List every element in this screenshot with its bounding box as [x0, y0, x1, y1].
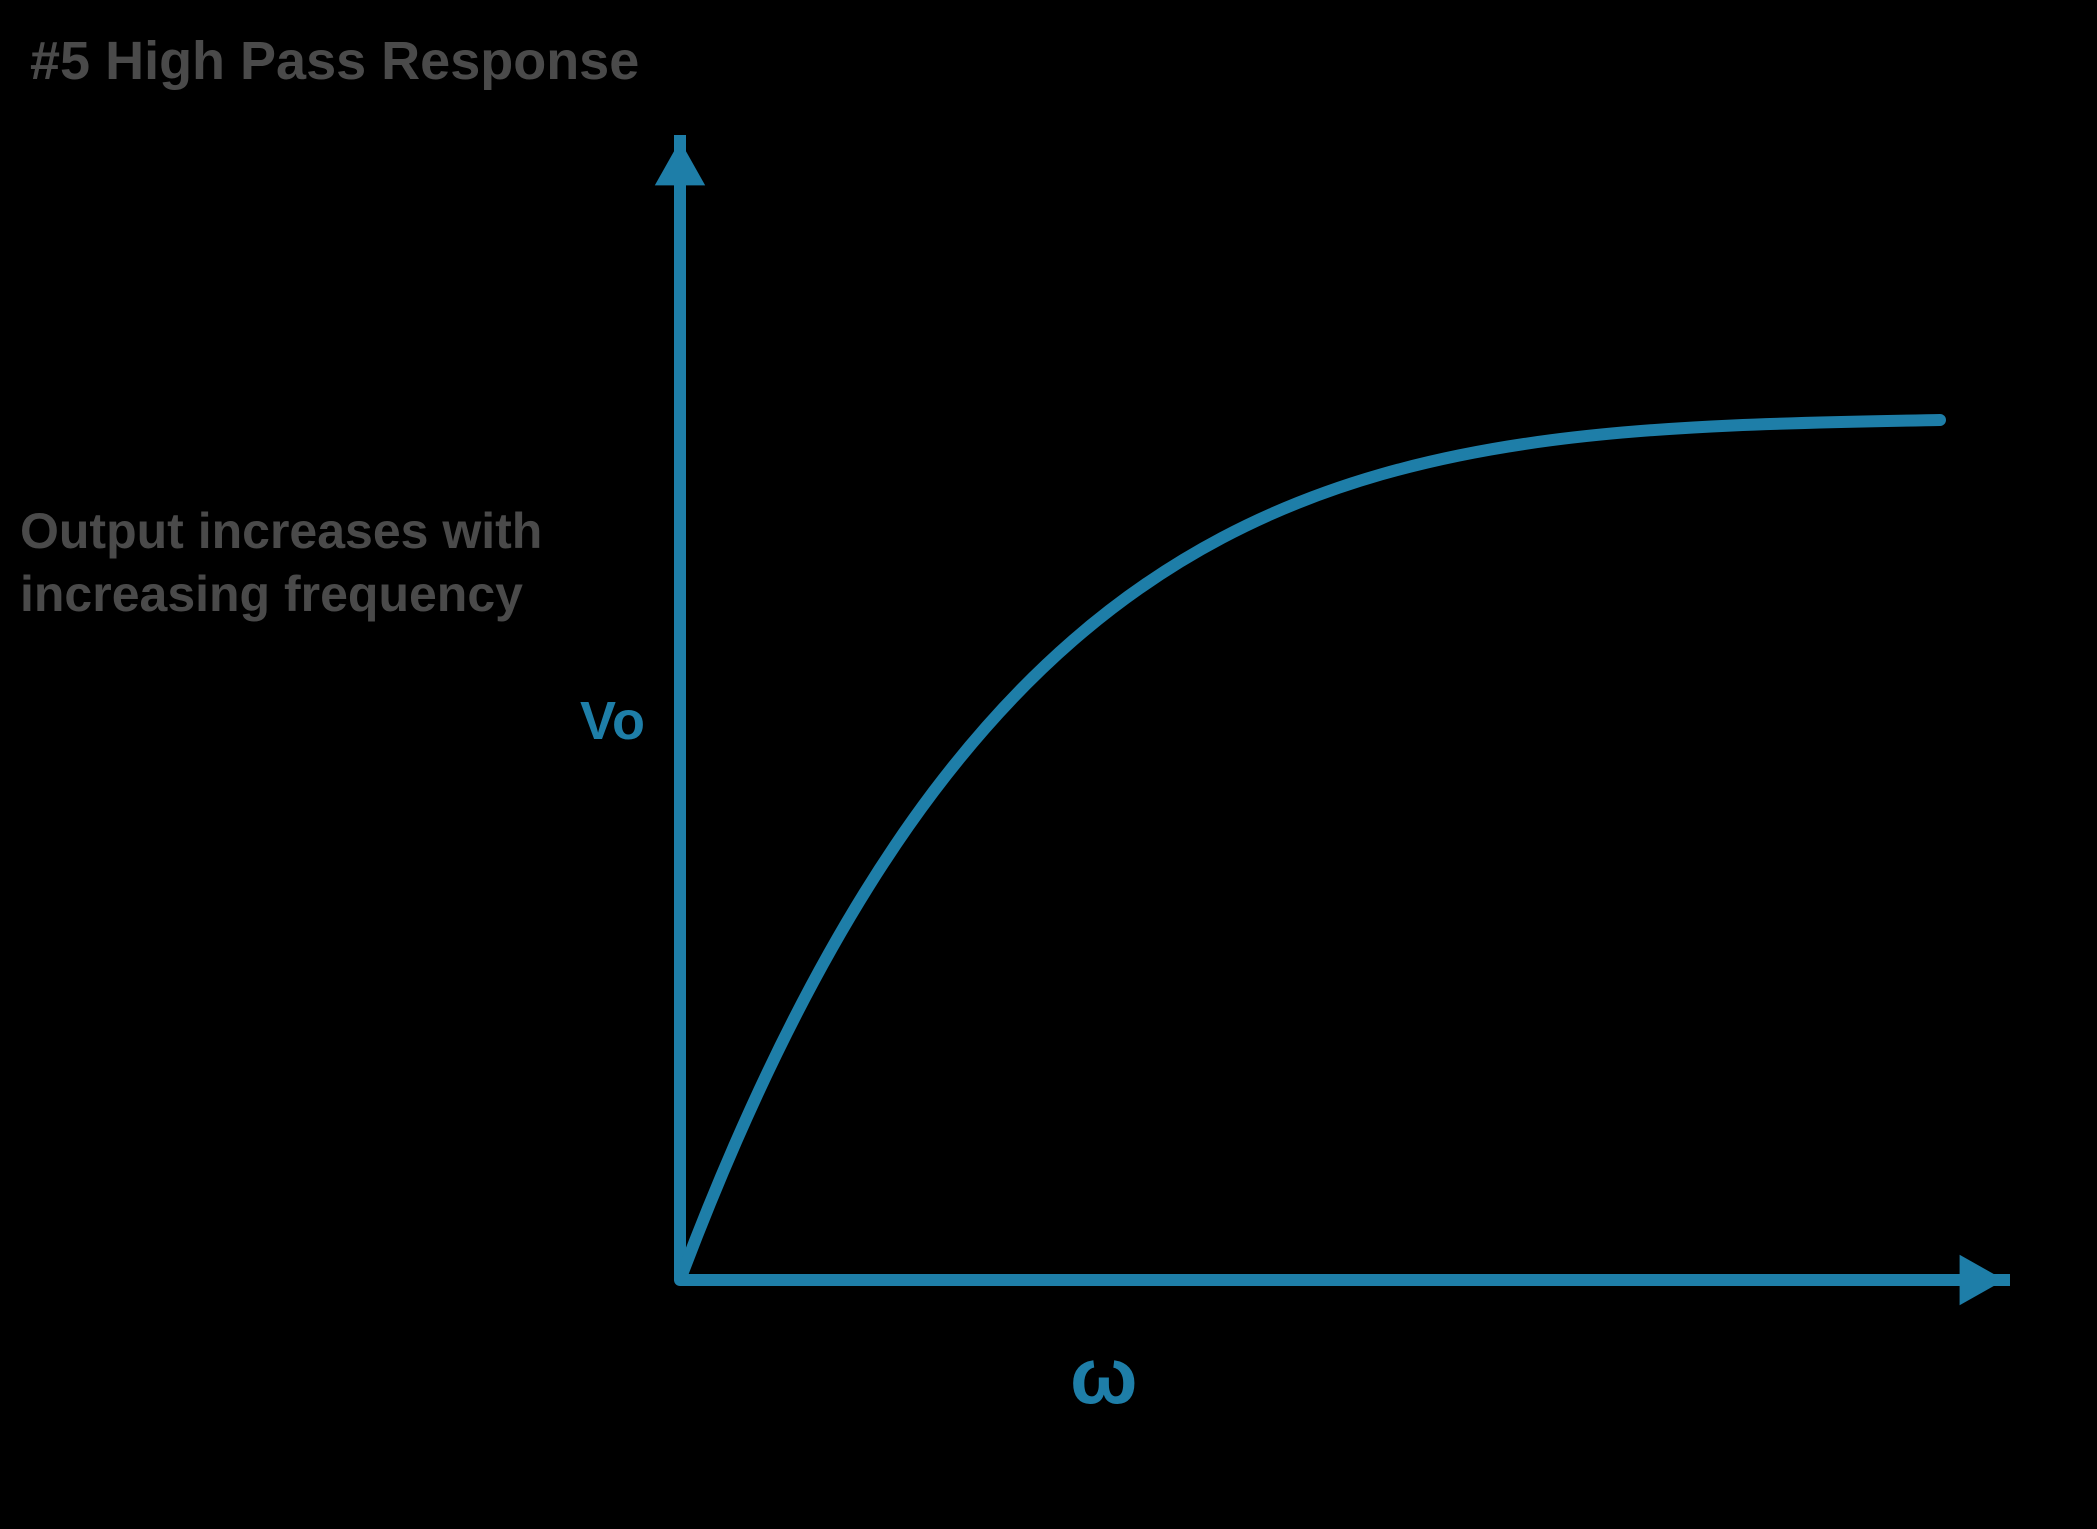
chart-svg — [0, 0, 2097, 1529]
chart-canvas: #5 High Pass Response Output increases w… — [0, 0, 2097, 1529]
response-curve — [680, 420, 1940, 1280]
